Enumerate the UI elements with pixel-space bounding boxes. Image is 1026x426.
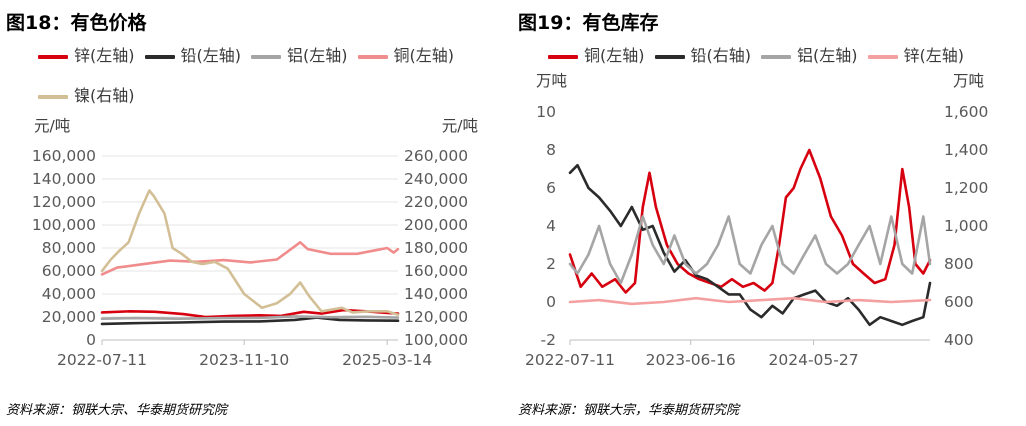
y-left-tick-label: 6 — [546, 179, 556, 197]
y-left-tick-label: 120,000 — [32, 193, 96, 211]
chart-canvas: 元/吨 元/吨 0 20,000 40,000 60,000 80,000 100,000 12… — [32, 117, 478, 369]
y-left-tick-label: 140,000 — [32, 170, 96, 188]
y-left-tick-label: 8 — [546, 141, 556, 159]
series-line — [568, 296, 932, 306]
y-right-tick-label: 400 — [944, 331, 974, 349]
legend-label: 铅(右轴) — [690, 46, 752, 65]
x-tick-label: 2025-03-14 — [342, 351, 432, 369]
y-right-tick-label: 1,600 — [944, 103, 988, 121]
y-right-tick-label: 600 — [944, 293, 974, 311]
y-left-tick-label: 40,000 — [42, 285, 96, 303]
legend-swatch — [144, 54, 175, 59]
y-right-tick-label: 160,000 — [404, 262, 468, 280]
legend-item: 锌(左轴) — [867, 36, 965, 76]
legend-swatch — [38, 54, 68, 59]
y-right-tick-label: 180,000 — [404, 239, 468, 257]
y-left-tick-label: 20,000 — [42, 308, 96, 326]
series-line — [568, 163, 932, 327]
legend-label: 铅(左轴) — [180, 46, 242, 65]
y-left-unit: 元/吨 — [34, 117, 70, 135]
y-right-unit: 元/吨 — [442, 117, 478, 135]
x-tick-label: 2022-07-11 — [57, 351, 147, 369]
chart-title: 图18：有色价格 — [6, 12, 147, 34]
y-left-tick-label: 160,000 — [32, 147, 96, 165]
legend-swatch — [548, 54, 578, 59]
x-tick-label: 2024-05-27 — [769, 351, 859, 369]
legend-swatch — [654, 54, 685, 59]
series-line — [568, 148, 932, 294]
y-left-tick-label: 100,000 — [32, 216, 96, 234]
y-right-tick-label: 800 — [944, 255, 974, 273]
x-tick-label: 2023-11-10 — [199, 351, 289, 369]
chart-legend: 锌(左轴) 铅(左轴) 铝(左轴) 铜(左轴) 镍(右轴) — [38, 36, 508, 116]
legend-item: 铅(右轴) — [654, 36, 752, 76]
legend-label: 镍(右轴) — [74, 86, 135, 105]
y-right-tick-label: 1,400 — [944, 141, 988, 159]
y-right-unit: 万吨 — [953, 72, 984, 90]
y-right-tick-label: 120,000 — [404, 308, 468, 326]
x-tick-label: 2023-06-16 — [646, 351, 736, 369]
y-left-tick-label: 80,000 — [42, 239, 96, 257]
y-left-tick-label: -2 — [541, 331, 556, 349]
y-left-tick-label: 60,000 — [42, 262, 96, 280]
chart-panel-nonferrous-inventory: 图19：有色库存 铜(左轴) 铅(右轴) 铝(左轴) 锌(左轴) 万吨 万吨 -2 0 2 4 6… — [512, 0, 1026, 426]
legend-item: 铝(左轴) — [761, 36, 858, 76]
legend-label: 铜(左轴) — [393, 46, 455, 65]
chart-canvas: 万吨 万吨 -2 0 2 4 6 8 10 400 600 800 1,000 1,200 1,400 1,6… — [525, 72, 988, 369]
legend-item: 铜(左轴) — [548, 36, 645, 76]
chart-title: 图19：有色库存 — [518, 12, 659, 34]
series-line — [100, 315, 400, 321]
series-line — [100, 189, 400, 317]
legend-item: 锌(左轴) — [38, 36, 135, 76]
y-right-tick-label: 200,000 — [404, 216, 468, 234]
chart-legend: 铜(左轴) 铅(右轴) 铝(左轴) 锌(左轴) — [548, 36, 1018, 76]
y-right-tick-label: 100,000 — [404, 331, 468, 349]
series-line — [568, 215, 932, 285]
y-left-tick-label: 2 — [546, 255, 556, 273]
legend-swatch — [251, 54, 281, 59]
legend-swatch — [761, 54, 791, 59]
y-left-tick-label: 10 — [536, 103, 556, 121]
legend-label: 锌(左轴) — [903, 46, 965, 65]
y-right-tick-label: 1,000 — [944, 217, 988, 235]
chart-source: 资料来源：钢联大宗、华泰期货研究院 — [6, 403, 228, 418]
y-right-tick-label: 240,000 — [404, 170, 468, 188]
series-line — [100, 316, 400, 326]
legend-label: 锌(左轴) — [74, 46, 135, 65]
legend-swatch — [357, 54, 388, 59]
y-right-tick-label: 220,000 — [404, 193, 468, 211]
chart-panel-nonferrous-prices: 图18：有色价格 锌(左轴) 铅(左轴) 铝(左轴) 铜(左轴)镍(右轴) 元/吨 元/… — [0, 0, 508, 426]
legend-item: 镍(右轴) — [38, 76, 135, 116]
y-right-tick-label: 1,200 — [944, 179, 988, 197]
y-left-tick-label: 4 — [546, 217, 556, 235]
legend-label: 铜(左轴) — [584, 46, 645, 65]
y-right-tick-label: 260,000 — [404, 147, 468, 165]
chart-source: 资料来源：钢联大宗，华泰期货研究院 — [518, 403, 740, 418]
legend-item: 铅(左轴) — [144, 36, 242, 76]
legend-label: 铝(左轴) — [797, 46, 858, 65]
legend-item: 铝(左轴) — [251, 36, 348, 76]
legend-swatch — [867, 54, 898, 59]
x-tick-label: 2022-07-11 — [525, 351, 615, 369]
y-left-unit: 万吨 — [536, 72, 567, 90]
y-left-tick-label: 0 — [546, 293, 556, 311]
y-left-tick-label: 0 — [86, 331, 96, 349]
series-line — [100, 241, 400, 276]
legend-item: 铜(左轴) — [357, 36, 455, 76]
legend-label: 铝(左轴) — [287, 46, 348, 65]
y-right-tick-label: 140,000 — [404, 285, 468, 303]
legend-swatch — [38, 94, 68, 99]
